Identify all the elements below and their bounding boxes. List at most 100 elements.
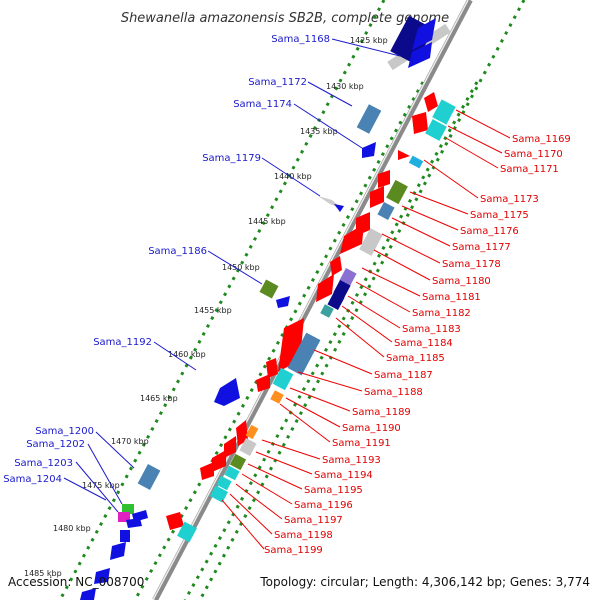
gene-label[interactable]: Sama_1182 xyxy=(412,308,471,319)
gene-label[interactable]: Sama_1197 xyxy=(284,515,343,526)
gene-label[interactable]: Sama_1187 xyxy=(374,370,433,381)
gene-feature[interactable] xyxy=(110,542,126,560)
gene-label[interactable]: Sama_1178 xyxy=(442,259,501,270)
gene-feature[interactable] xyxy=(239,438,257,456)
gene-feature[interactable] xyxy=(224,465,240,481)
gene-feature[interactable] xyxy=(378,170,390,188)
gene-feature[interactable] xyxy=(214,378,240,406)
gene-feature[interactable] xyxy=(126,518,142,528)
gene-feature[interactable] xyxy=(333,280,351,298)
gene-label[interactable]: Sama_1188 xyxy=(364,387,423,398)
gene-feature[interactable] xyxy=(408,155,424,169)
gene-feature[interactable] xyxy=(386,179,408,205)
gene-feature[interactable] xyxy=(210,485,228,503)
gene-label[interactable]: Sama_1200 xyxy=(35,426,94,437)
gene-feature[interactable] xyxy=(137,464,161,490)
gene-feature[interactable] xyxy=(377,202,395,220)
map-title: Shewanella amazonensis SB2B, complete ge… xyxy=(121,11,449,26)
gene-label[interactable]: Sama_1169 xyxy=(512,134,571,145)
accession-text: Accession: NC_008700 xyxy=(8,575,145,589)
gene-label[interactable]: Sama_1195 xyxy=(304,485,363,496)
gene-label[interactable]: Sama_1185 xyxy=(386,353,445,364)
leader-line xyxy=(279,403,331,443)
gene-label[interactable]: Sama_1203 xyxy=(14,458,73,469)
gene-feature[interactable] xyxy=(425,119,447,141)
gene-feature[interactable] xyxy=(224,436,236,458)
gene-feature[interactable] xyxy=(287,332,321,376)
gene-feature[interactable] xyxy=(229,453,247,471)
gene-feature[interactable] xyxy=(272,367,294,391)
gene-feature[interactable] xyxy=(212,450,226,472)
gene-feature[interactable] xyxy=(356,104,382,134)
gene-feature[interactable] xyxy=(398,150,410,160)
kbp-label: 1480 kbp xyxy=(53,524,91,533)
gene-feature[interactable] xyxy=(245,424,259,440)
gene-label[interactable]: Sama_1170 xyxy=(504,149,563,160)
gene-feature[interactable] xyxy=(412,112,428,134)
leader-line xyxy=(381,233,441,264)
gene-label[interactable]: Sama_1204 xyxy=(3,474,62,485)
gene-feature[interactable] xyxy=(327,292,345,310)
gene-label[interactable]: Sama_1196 xyxy=(294,500,353,511)
gene-feature[interactable] xyxy=(340,224,364,254)
gene-label[interactable]: Sama_1193 xyxy=(322,455,381,466)
gene-feature[interactable] xyxy=(334,204,344,212)
gene-feature[interactable] xyxy=(330,256,342,276)
gene-label[interactable]: Sama_1173 xyxy=(480,194,539,205)
gene-label[interactable]: Sama_1177 xyxy=(452,242,511,253)
gene-feature[interactable] xyxy=(362,142,376,158)
gene-feature[interactable] xyxy=(320,304,334,318)
gene-feature[interactable] xyxy=(266,358,278,378)
gene-label[interactable]: Sama_1191 xyxy=(332,438,391,449)
gene-label[interactable]: Sama_1199 xyxy=(264,545,323,556)
gene-feature[interactable] xyxy=(177,521,197,543)
gene-label[interactable]: Sama_1168 xyxy=(271,34,330,45)
gene-label[interactable]: Sama_1181 xyxy=(422,292,481,303)
gene-label[interactable]: Sama_1180 xyxy=(432,276,491,287)
gene-label[interactable]: Sama_1190 xyxy=(342,423,401,434)
gene-feature[interactable] xyxy=(370,186,384,208)
gene-feature[interactable] xyxy=(408,42,432,68)
gene-feature[interactable] xyxy=(94,568,110,584)
gene-feature[interactable] xyxy=(316,274,334,302)
leader-line xyxy=(373,249,431,281)
gene-label[interactable]: Sama_1179 xyxy=(202,153,261,164)
gene-feature[interactable] xyxy=(122,504,134,514)
gene-feature[interactable] xyxy=(339,268,357,286)
gene-label[interactable]: Sama_1172 xyxy=(248,77,307,88)
leader-line xyxy=(261,439,321,460)
leader-line xyxy=(361,267,421,297)
gene-feature[interactable] xyxy=(216,475,232,491)
gene-label[interactable]: Sama_1171 xyxy=(500,164,559,175)
gene-label[interactable]: Sama_1174 xyxy=(233,99,292,110)
gene-feature[interactable] xyxy=(259,279,279,299)
gene-label[interactable]: Sama_1198 xyxy=(274,530,333,541)
gene-feature[interactable] xyxy=(120,530,130,542)
gene-feature[interactable] xyxy=(166,512,184,530)
gene-feature[interactable] xyxy=(359,228,383,256)
gene-label[interactable]: Sama_1192 xyxy=(93,337,152,348)
leader-line xyxy=(75,461,119,513)
gene-feature[interactable] xyxy=(270,390,284,404)
gene-feature[interactable] xyxy=(432,99,456,125)
gene-feature[interactable] xyxy=(80,588,96,600)
gene-feature[interactable] xyxy=(256,374,270,392)
leader-line xyxy=(445,137,499,169)
gene-label[interactable]: Sama_1183 xyxy=(402,324,461,335)
leader-line xyxy=(255,451,313,475)
gene-feature[interactable] xyxy=(424,92,438,112)
gene-label[interactable]: Sama_1202 xyxy=(26,439,85,450)
gene-label[interactable]: Sama_1186 xyxy=(148,246,207,257)
gene-label[interactable]: Sama_1175 xyxy=(470,210,529,221)
gene-feature[interactable] xyxy=(236,420,248,446)
leader-line xyxy=(341,305,393,343)
gene-feature[interactable] xyxy=(118,512,130,522)
gene-label[interactable]: Sama_1184 xyxy=(394,338,453,349)
leader-line xyxy=(285,397,341,428)
gene-feature[interactable] xyxy=(200,462,214,480)
gene-label[interactable]: Sama_1194 xyxy=(314,470,373,481)
gene-feature[interactable] xyxy=(276,296,290,308)
gene-label[interactable]: Sama_1189 xyxy=(352,407,411,418)
gene-feature[interactable] xyxy=(412,18,436,50)
gene-label[interactable]: Sama_1176 xyxy=(460,226,519,237)
